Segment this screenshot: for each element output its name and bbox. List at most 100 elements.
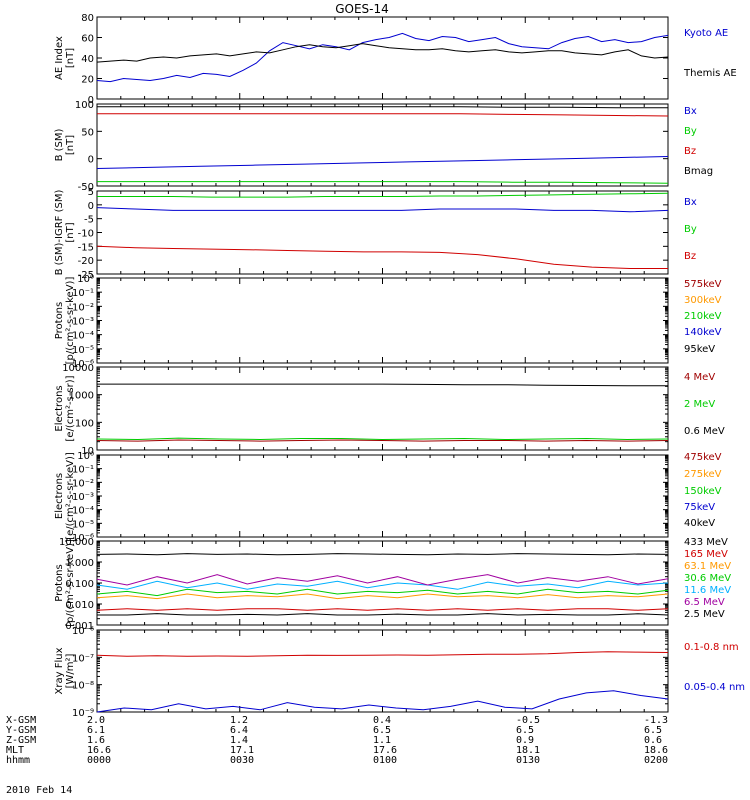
series-line-bz <box>96 245 668 269</box>
panel-frame <box>96 454 669 538</box>
legend-entry: 433 MeV <box>684 537 728 548</box>
y-axis-label: B (SM) <box>54 128 65 161</box>
legend-entry: 140keV <box>684 327 722 338</box>
y-tick-label: 10⁻² <box>72 478 94 489</box>
y-axis-unit: [p/(cm²-s-sr-keV)] <box>65 539 76 627</box>
series-line-kyoto-ae <box>96 32 669 83</box>
y-tick-label: 10⁻⁷ <box>72 653 94 664</box>
y-axis-label: Electrons <box>54 473 65 519</box>
panel-frame <box>96 16 669 100</box>
y-tick-label: 10⁻⁴ <box>72 331 94 342</box>
legend-entry: 4 MeV <box>684 372 715 383</box>
y-tick-label: 10⁻⁶ <box>72 359 94 370</box>
y-tick-label: -10 <box>78 229 94 240</box>
legend-entry: 2 MeV <box>684 399 715 410</box>
y-tick-label: 10⁻⁹ <box>72 708 94 719</box>
panel-frame <box>96 190 669 275</box>
plot-title: GOES-14 <box>335 2 389 16</box>
legend-entry: 30.6 MeV <box>684 573 731 584</box>
y-tick-label: 10⁻⁴ <box>72 506 94 517</box>
series-line-11-6-mev <box>96 580 669 590</box>
legend-entry: Bx <box>684 197 697 208</box>
legend-entry: 165 MeV <box>684 549 728 560</box>
panel-e1: 10 100 1000 10000 Electrons [e/(cm²-s-sr)] 4 M… <box>54 363 725 457</box>
y-tick-label: 10⁻¹ <box>72 465 94 476</box>
y-tick-label: 1000 <box>69 391 94 402</box>
series-line-themis-ae <box>96 43 669 63</box>
y-tick-label: 0 <box>88 95 94 106</box>
series-line-6-5-mev <box>96 574 669 586</box>
y-tick-label: -50 <box>78 182 94 193</box>
legend-entry: 40keV <box>684 518 715 529</box>
y-axis-unit: [nT] <box>65 222 76 242</box>
series-line-0-1-0-8-nm <box>96 651 669 657</box>
series-line-bx <box>96 156 669 169</box>
legend-entry: By <box>684 126 697 137</box>
y-tick-label: 0 <box>88 155 94 166</box>
panel-db: -25 -20 -15 -10 -5 0 5 B (SM)-IGRF (SM) [nT] Bx By… <box>54 187 697 281</box>
y-axis-unit: [e/(cm²-s-sr)] <box>65 375 76 441</box>
legend-entry: 150keV <box>684 486 722 497</box>
legend-entry: 6.5 MeV <box>684 597 725 608</box>
panel-ae: 0 20 40 60 80 AE Index [nT] Kyoto AE Themis AE <box>54 13 737 106</box>
y-tick-label: 10⁻⁶ <box>72 626 94 637</box>
y-tick-label: 10⁻² <box>72 302 94 313</box>
legend-entry: Bz <box>684 251 696 262</box>
legend-entry: 210keV <box>684 311 722 322</box>
panel-p2: 0.001 0.010 0.100 1.000 10.000 Protons [p/(cm²… <box>54 537 731 632</box>
y-tick-label: 10⁻⁸ <box>72 681 94 692</box>
y-tick-label: -15 <box>78 242 94 253</box>
series-line-2-5-mev <box>97 613 669 616</box>
legend-entry: 300keV <box>684 295 722 306</box>
panel-b: -50 0 50 100 B (SM) [nT] Bx By Bz Bmag <box>54 100 713 193</box>
y-tick-label: 10 <box>81 446 94 457</box>
series-line-165-mev <box>96 608 669 611</box>
series-line-30-6-mev <box>96 588 669 597</box>
panel-frame <box>96 366 669 451</box>
legend-entry: Themis AE <box>683 68 737 79</box>
series-line-by <box>97 181 669 184</box>
y-axis-unit: [nT] <box>65 48 76 68</box>
y-tick-label: 0 <box>88 201 94 212</box>
legend-entry: 63.1 MeV <box>684 561 731 572</box>
legend-entry: Kyoto AE <box>684 28 728 39</box>
legend-entry: 11.6 MeV <box>684 585 731 596</box>
y-axis-label: Protons <box>54 564 65 601</box>
y-tick-label: 0.100 <box>65 579 94 590</box>
y-tick-label: 10⁻¹ <box>72 288 94 299</box>
y-tick-label: 60 <box>81 34 94 45</box>
y-tick-label: 0.001 <box>65 621 94 632</box>
series-line-bmag <box>97 106 668 109</box>
legend-entry: By <box>684 224 697 235</box>
y-tick-label: 10⁻⁵ <box>72 345 94 356</box>
series-line-by <box>97 192 669 198</box>
y-axis-unit: [nT] <box>65 135 76 155</box>
y-tick-label: 10⁻³ <box>72 492 94 503</box>
y-axis-unit: [e/(cm²-s-sr-keV)] <box>65 452 76 540</box>
series-line-63-1-mev <box>96 593 669 600</box>
y-tick-label: 100 <box>75 100 94 111</box>
legend-entry: 575keV <box>684 279 722 290</box>
legend-entry: Bmag <box>684 166 713 177</box>
panel-frame <box>96 629 669 713</box>
y-tick-label: 0.010 <box>65 600 94 611</box>
legend-entry: 2.5 MeV <box>684 609 725 620</box>
y-tick-label: 1.000 <box>65 558 94 569</box>
y-axis-label: Xray Flux <box>54 647 65 694</box>
legend-entry: 275keV <box>684 469 722 480</box>
y-axis-label: AE Index <box>54 36 65 80</box>
panel-e2: 10⁻⁶ 10⁻⁵ 10⁻⁴ 10⁻³ 10⁻² 10⁻¹ 10⁰ Electrons [e/(… <box>54 451 722 544</box>
y-tick-label: 10000 <box>62 363 94 374</box>
y-tick-label: 10⁻³ <box>72 317 94 328</box>
y-axis-unit: [p/(cm²-s-sr-keV)] <box>65 277 76 365</box>
legend-entry: 75keV <box>684 502 715 513</box>
legend-entry: Bx <box>684 106 697 117</box>
y-tick-label: 5 <box>88 187 94 198</box>
legend-entry: 0.05-0.4 nm <box>684 682 745 693</box>
y-tick-label: 40 <box>81 54 94 65</box>
panel-frame <box>96 103 669 187</box>
series-line-bx <box>96 207 669 213</box>
y-axis-label: Protons <box>54 302 65 339</box>
legend-entry: Bz <box>684 146 696 157</box>
